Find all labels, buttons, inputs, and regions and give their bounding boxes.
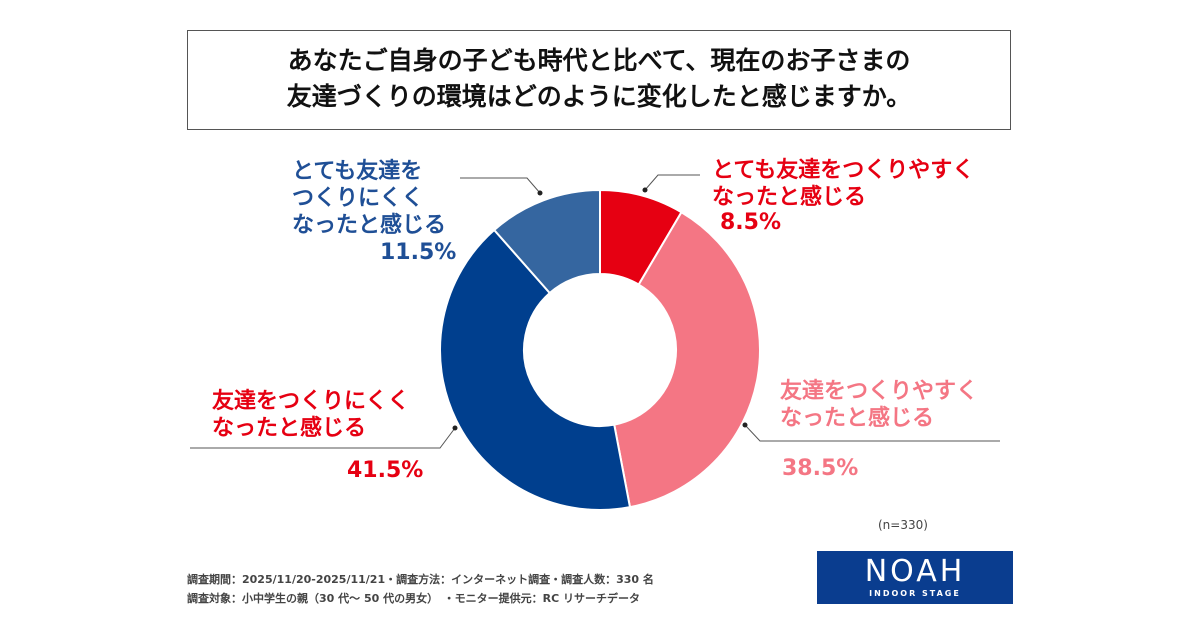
chart-title: あなたご自身の子ども時代と比べて、現在のお子さまの 友達づくりの環境はどのように… — [187, 30, 1011, 130]
slice-1 — [613, 210, 761, 509]
label-easy: 友達をつくりやすく なったと感じる — [780, 379, 979, 431]
leader-line-very-easy — [644, 174, 700, 191]
pct-very-easy: 8.5% — [720, 210, 782, 235]
label-hard: 友達をつくりにくく なったと感じる — [212, 389, 410, 441]
title-line-2: 友達づくりの環境はどのように変化したと感じますか。 — [286, 82, 912, 111]
pct-hard: 41.5% — [347, 458, 424, 483]
footer-line-1: 調査期間：2025/11/20-2025/11/21・調査方法：インターネット調… — [187, 573, 654, 586]
label-very-easy: とても友達をつくりやすく なったと感じる — [712, 158, 975, 210]
slice-3 — [492, 188, 601, 295]
slice-2 — [439, 228, 632, 511]
pct-very-hard: 11.5% — [380, 240, 457, 265]
label-very-hard: とても友達を つくりにくく なったと感じる — [292, 159, 447, 238]
leader-line-hard — [190, 427, 456, 449]
footer-line-2: 調査対象：小中学生の親（30 代～ 50 代の男女） ・モニター提供元：RC リ… — [187, 592, 640, 605]
leader-line-easy — [744, 424, 1000, 442]
leader-line-very-hard — [460, 177, 541, 194]
leader-dot — [537, 190, 543, 196]
title-line-1: あなたご自身の子ども時代と比べて、現在のお子さまの — [287, 46, 911, 75]
pct-easy: 38.5% — [782, 456, 859, 481]
leader-dot — [642, 187, 648, 193]
noah-logo: NOAH INDOOR STAGE — [817, 551, 1013, 604]
sample-size: (n=330) — [878, 518, 928, 532]
leader-dot — [452, 425, 458, 431]
leader-dot — [742, 422, 748, 428]
